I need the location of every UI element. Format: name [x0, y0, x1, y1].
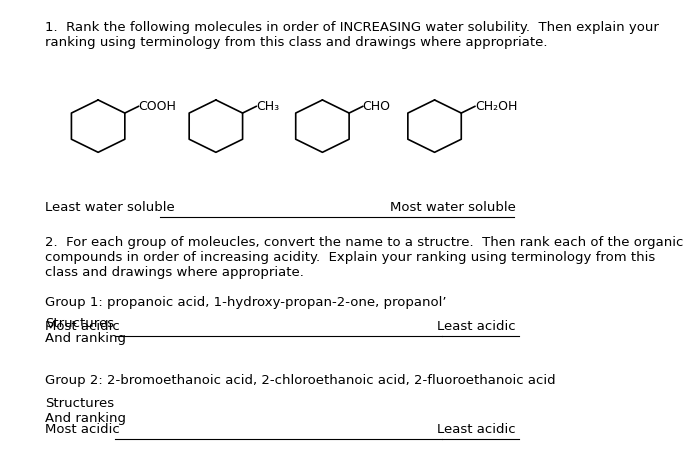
- Text: Structures
And ranking: Structures And ranking: [45, 397, 126, 426]
- Text: Most acidic: Most acidic: [45, 320, 120, 333]
- Text: CH₃: CH₃: [256, 100, 279, 113]
- Text: Structures
And ranking: Structures And ranking: [45, 317, 126, 345]
- Text: 1.  Rank the following molecules in order of INCREASING water solubility.  Then : 1. Rank the following molecules in order…: [45, 21, 659, 50]
- Text: COOH: COOH: [139, 100, 176, 113]
- Text: CHO: CHO: [363, 100, 391, 113]
- Text: Group 2: 2-bromoethanoic acid, 2-chloroethanoic acid, 2-fluoroethanoic acid: Group 2: 2-bromoethanoic acid, 2-chloroe…: [45, 374, 556, 387]
- Text: 2.  For each group of moleucles, convert the name to a structre.  Then rank each: 2. For each group of moleucles, convert …: [45, 236, 683, 278]
- Text: Most water soluble: Most water soluble: [390, 201, 516, 214]
- Text: Least acidic: Least acidic: [438, 424, 516, 436]
- Text: CH₂OH: CH₂OH: [475, 100, 517, 113]
- Text: Least acidic: Least acidic: [438, 320, 516, 333]
- Text: Group 1: propanoic acid, 1-hydroxy-propan-2-one, propanol’: Group 1: propanoic acid, 1-hydroxy-propa…: [45, 296, 447, 309]
- Text: Least water soluble: Least water soluble: [45, 201, 174, 214]
- Text: Most acidic: Most acidic: [45, 424, 120, 436]
